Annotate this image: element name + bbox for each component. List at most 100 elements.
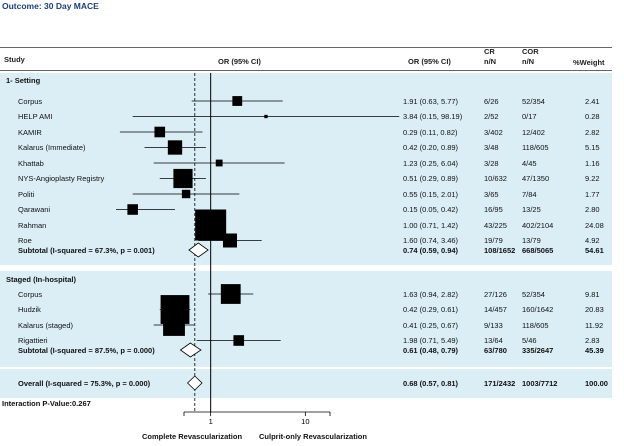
g1-study-10-or-ci: 1.60 (0.74, 3.46) xyxy=(403,236,459,245)
overall-diamond xyxy=(186,375,203,391)
g1-study-3-name: KAMIR xyxy=(18,127,42,137)
g1-study-9-square xyxy=(195,209,227,241)
g1-study-7-weight: 1.77 xyxy=(585,189,600,199)
g1-study-6-square xyxy=(173,168,193,189)
g1-study-1-weight: 2.41 xyxy=(585,96,600,106)
g2-study-1-weight: 9.81 xyxy=(585,289,600,299)
group-label-1: 1- Setting xyxy=(6,75,41,85)
g1-study-5-square xyxy=(215,159,223,167)
g2-subtotal-weight: 45.39 xyxy=(585,345,604,355)
g2-study-4-square xyxy=(233,335,245,346)
x-tick-label-0: 1 xyxy=(209,417,213,426)
g2-study-2-cr: 14/457 xyxy=(484,305,507,314)
x-tick-label-1: 10 xyxy=(301,417,309,426)
g2-subtotal-cr: 63/780 xyxy=(484,345,507,355)
g2-study-3-name: Kalarus (staged) xyxy=(18,320,74,330)
col-or-text-header: OR (95% CI) xyxy=(408,57,451,66)
g1-study-10-cr: 19/79 xyxy=(484,236,503,245)
g1-study-6-cr: 10/632 xyxy=(484,174,507,183)
col-or-graph-header: OR (95% CI) xyxy=(218,57,261,66)
header-top-rule xyxy=(0,47,612,48)
group-2-band xyxy=(0,271,612,367)
g1-study-6-name: NYS-Angioplasty Registry xyxy=(18,174,105,183)
g2-subtotal-label: Subtotal (I-squared = 87.5%, p = 0.000) xyxy=(18,345,155,355)
g2-study-3-cr: 9/133 xyxy=(484,320,503,330)
g1-study-7-name: Politi xyxy=(18,189,35,199)
g1-study-3-square xyxy=(154,126,166,138)
overall-band xyxy=(0,369,612,398)
g2-study-3-weight: 11.92 xyxy=(585,320,604,330)
g1-study-5-weight: 1.16 xyxy=(585,158,600,168)
g1-study-1-or-ci: 1.91 (0.63, 5.77) xyxy=(403,96,459,106)
g1-study-2-weight: 0.28 xyxy=(585,112,600,121)
g2-study-1-square xyxy=(220,284,241,304)
g1-study-2-cr: 2/52 xyxy=(484,112,499,121)
g1-study-4-square xyxy=(167,140,183,155)
g2-study-3-cor: 118/605 xyxy=(522,320,549,330)
col-cr-sub-header: n/N xyxy=(484,57,497,66)
g1-study-7-cr: 3/65 xyxy=(484,189,499,199)
g2-study-4-or-ci: 1.98 (0.71, 5.49) xyxy=(403,336,459,345)
g1-study-6-cor: 47/1350 xyxy=(522,174,550,183)
g1-study-2-name: HELP AMI xyxy=(18,112,53,121)
g1-study-6-weight: 9.22 xyxy=(585,174,600,183)
g1-study-10-weight: 4.92 xyxy=(585,236,600,245)
g1-study-2-or-ci: 3.84 (0.15, 98.19) xyxy=(403,112,463,121)
g1-subtotal-or-ci: 0.74 (0.59, 0.94) xyxy=(403,245,459,255)
g1-study-8-name: Qarawani xyxy=(18,205,51,214)
g2-study-4-weight: 2.83 xyxy=(585,336,600,345)
chart-title: Outcome: 30 Day MACE xyxy=(2,1,99,11)
g2-study-2-cor: 160/1642 xyxy=(522,305,554,314)
overall-or-ci: 0.68 (0.57, 0.81) xyxy=(403,378,459,388)
g1-study-5-or-ci: 1.23 (0.25, 6.04) xyxy=(403,158,459,168)
g1-study-9-weight: 24.08 xyxy=(585,220,604,230)
overall-cr: 171/2432 xyxy=(484,378,516,388)
g1-subtotal-cr: 108/1652 xyxy=(484,245,516,255)
group-label-2: Staged (In-hospital) xyxy=(6,274,76,284)
g1-study-1-cor: 52/354 xyxy=(522,96,545,106)
g2-subtotal-diamond xyxy=(179,342,202,358)
g2-study-4-name: Rigattieri xyxy=(18,336,48,345)
g2-study-1-name: Corpus xyxy=(18,289,43,299)
col-cor-header: COR xyxy=(522,47,539,56)
group-1-band xyxy=(0,73,612,265)
g2-study-1-or-ci: 1.63 (0.94, 2.82) xyxy=(403,289,459,299)
g1-study-8-cor: 13/25 xyxy=(522,205,541,214)
g1-study-10-cor: 13/79 xyxy=(522,236,541,245)
g1-study-3-cr: 3/402 xyxy=(484,127,503,137)
x-label-left: Complete Revascularization xyxy=(142,432,243,441)
g1-study-8-weight: 2.80 xyxy=(585,205,600,214)
g1-study-10-square xyxy=(222,233,237,248)
g1-study-9-or-ci: 1.00 (0.71, 1.42) xyxy=(403,220,459,230)
g2-study-4-cor: 5/46 xyxy=(522,336,537,345)
g1-study-2-cor: 0/17 xyxy=(522,112,537,121)
g1-study-3-cor: 12/402 xyxy=(522,127,545,137)
g2-study-3-or-ci: 0.41 (0.25, 0.67) xyxy=(403,320,459,330)
g1-study-4-name: Kalarus (Immediate) xyxy=(18,143,86,152)
g1-study-7-square xyxy=(181,189,191,199)
g1-study-5-cr: 3/28 xyxy=(484,158,499,168)
g1-study-4-cr: 3/48 xyxy=(484,143,499,152)
g2-study-1-cor: 52/354 xyxy=(522,289,545,299)
g1-subtotal-diamond xyxy=(188,242,209,258)
g2-study-2-or-ci: 0.42 (0.29, 0.61) xyxy=(403,305,459,314)
g1-study-5-name: Khattab xyxy=(18,158,44,168)
g1-study-1-name: Corpus xyxy=(18,96,43,106)
g2-study-2-weight: 20.83 xyxy=(585,305,604,314)
g1-study-4-or-ci: 0.42 (0.20, 0.89) xyxy=(403,143,459,152)
g2-study-3-square xyxy=(163,314,185,336)
g1-study-5-cor: 4/45 xyxy=(522,158,537,168)
col-weight-header: %Weight xyxy=(573,58,605,67)
g1-study-4-cor: 118/605 xyxy=(522,143,549,152)
g2-study-1-cr: 27/126 xyxy=(484,289,507,299)
overall-cor: 1003/7712 xyxy=(522,378,558,388)
g1-study-8-square xyxy=(127,204,138,215)
g1-study-9-cor: 402/2104 xyxy=(522,220,554,230)
g1-study-4-weight: 5.15 xyxy=(585,143,600,152)
g1-subtotal-label: Subtotal (I-squared = 67.3%, p = 0.001) xyxy=(18,245,155,255)
g1-subtotal-cor: 668/5065 xyxy=(522,245,554,255)
g1-study-3-or-ci: 0.29 (0.11, 0.82) xyxy=(403,127,458,137)
g1-study-6-or-ci: 0.51 (0.29, 0.89) xyxy=(403,174,459,183)
g1-study-1-square xyxy=(232,96,243,106)
header-bottom-rule xyxy=(0,70,612,71)
